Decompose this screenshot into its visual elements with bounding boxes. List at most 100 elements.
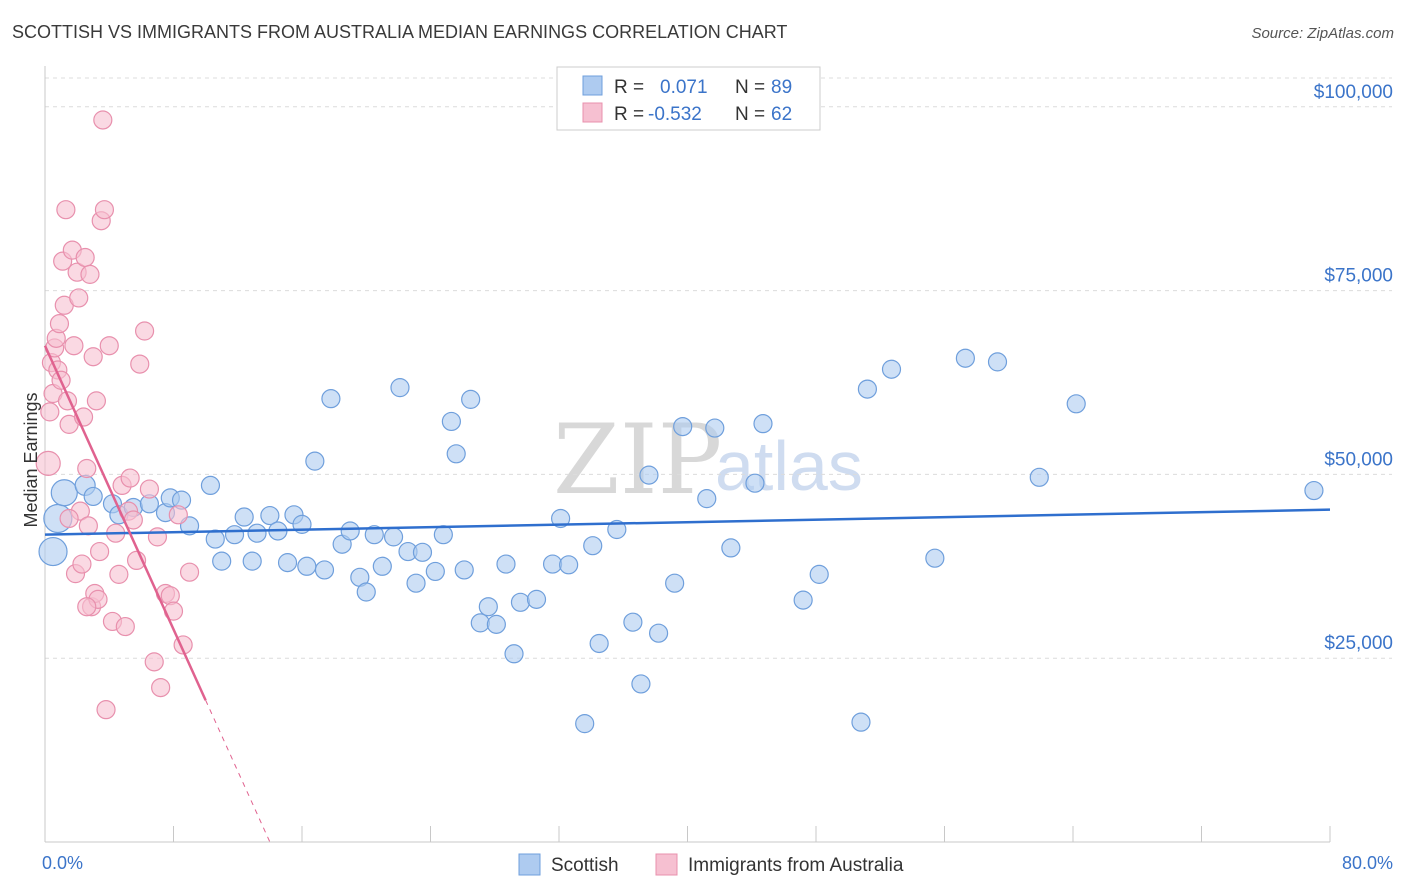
scottish-point	[955, 348, 975, 368]
y-tick-label: $50,000	[1324, 449, 1393, 470]
scottish-point	[321, 389, 341, 409]
stats-legend-n-label-scottish: N =	[735, 77, 765, 98]
chart-source: Source: ZipAtlas.com	[1251, 25, 1394, 42]
series-australia-points	[35, 110, 200, 720]
trend-lines	[43, 345, 1331, 843]
stats-legend-swatch-scottish	[582, 75, 603, 96]
australia-point	[151, 677, 171, 698]
australia-point	[77, 597, 97, 617]
scottish-point	[412, 542, 433, 562]
scottish-point	[648, 623, 669, 643]
x-tick-label-max: 80.0%	[1342, 853, 1393, 873]
scottish-point	[504, 644, 524, 664]
australia-point	[40, 402, 60, 422]
series-legend-swatch-scottish[interactable]	[518, 853, 541, 876]
scottish-point	[340, 521, 360, 541]
scottish-point	[470, 613, 490, 633]
scottish-point	[212, 551, 232, 571]
scottish-point	[314, 560, 335, 580]
scottish-point	[406, 573, 426, 593]
australia-point	[109, 564, 129, 584]
australia-point	[168, 505, 188, 525]
scottish-point	[1029, 467, 1049, 487]
australia-point	[78, 516, 98, 536]
scottish-point	[925, 548, 945, 568]
scottish-point	[526, 589, 547, 609]
scottish-point	[542, 554, 563, 574]
australia-point	[59, 508, 79, 529]
stats-legend: R = 0.071 N = 89 R = -0.532 N = 62	[556, 66, 821, 131]
australia-point	[144, 652, 164, 672]
australia-point	[179, 562, 200, 582]
scottish-point	[721, 538, 741, 558]
scottish-point	[639, 465, 659, 485]
scottish-point	[510, 592, 531, 612]
australia-point	[80, 264, 100, 284]
scottish-point	[881, 359, 902, 379]
watermark: ZIP atlas	[553, 404, 863, 516]
australia-point	[86, 391, 107, 411]
gridlines	[45, 77, 1392, 659]
scottish-point	[383, 527, 404, 547]
scottish-point	[234, 507, 254, 527]
y-tick-label: $25,000	[1324, 633, 1393, 654]
trend-line-scottish	[44, 508, 1331, 536]
scottish-point	[83, 486, 103, 507]
australia-point	[134, 321, 155, 341]
scottish-point	[446, 444, 466, 464]
series-legend-label-scottish[interactable]: Scottish	[551, 855, 619, 876]
australia-point	[83, 347, 103, 367]
scottish-point	[583, 536, 603, 556]
stats-legend-r-value-scottish: 0.071	[660, 77, 708, 98]
scottish-point	[260, 505, 280, 526]
scottish-point	[486, 614, 506, 634]
scottish-point	[857, 379, 878, 399]
trend-line-australia-extension	[205, 699, 271, 843]
y-tick-label: $75,000	[1324, 266, 1393, 287]
scottish-point	[224, 525, 245, 545]
scottish-point	[305, 451, 325, 471]
scottish-point	[1304, 480, 1324, 501]
scottish-point	[478, 597, 498, 617]
australia-point	[160, 586, 180, 606]
scottish-point	[1066, 394, 1086, 414]
scottish-point	[673, 416, 693, 437]
scottish-point	[425, 561, 445, 582]
scottish-point	[575, 714, 595, 734]
scottish-point	[372, 556, 392, 576]
scottish-point	[441, 411, 461, 432]
trend-line-australia	[43, 345, 207, 701]
australia-point	[56, 200, 76, 220]
chart-title: SCOTTISH VS IMMIGRANTS FROM AUSTRALIA ME…	[12, 22, 787, 42]
scottish-point	[496, 554, 516, 574]
scottish-point	[50, 479, 78, 507]
stats-legend-swatch-australia	[582, 102, 603, 123]
australia-point	[115, 616, 135, 637]
australia-point	[49, 314, 70, 334]
scottish-point	[461, 389, 481, 409]
australia-point	[139, 479, 160, 499]
y-tick-label: $100,000	[1314, 82, 1393, 103]
australia-point	[75, 247, 95, 268]
scottish-point	[356, 582, 376, 602]
stats-legend-r-value-australia: -0.532	[648, 104, 702, 125]
scottish-point	[551, 508, 571, 529]
scottish-point	[242, 551, 262, 571]
scottish-point	[247, 523, 267, 543]
scottish-point	[364, 525, 384, 545]
scottish-point	[987, 352, 1008, 372]
stats-legend-r-label-scottish: R =	[614, 77, 644, 98]
scottish-point	[297, 556, 317, 576]
scottish-point	[851, 712, 871, 732]
x-tick-label-min: 0.0%	[42, 853, 83, 873]
australia-point	[77, 458, 97, 479]
scottish-point	[705, 418, 725, 438]
scottish-point	[559, 555, 579, 575]
series-legend-swatch-australia[interactable]	[655, 853, 678, 876]
scottish-point	[454, 560, 474, 580]
scottish-point	[277, 553, 298, 573]
series-legend-label-australia[interactable]: Immigrants from Australia	[688, 855, 904, 876]
watermark-atlas: atlas	[715, 427, 863, 505]
australia-point	[120, 468, 140, 488]
scottish-point	[697, 489, 717, 509]
